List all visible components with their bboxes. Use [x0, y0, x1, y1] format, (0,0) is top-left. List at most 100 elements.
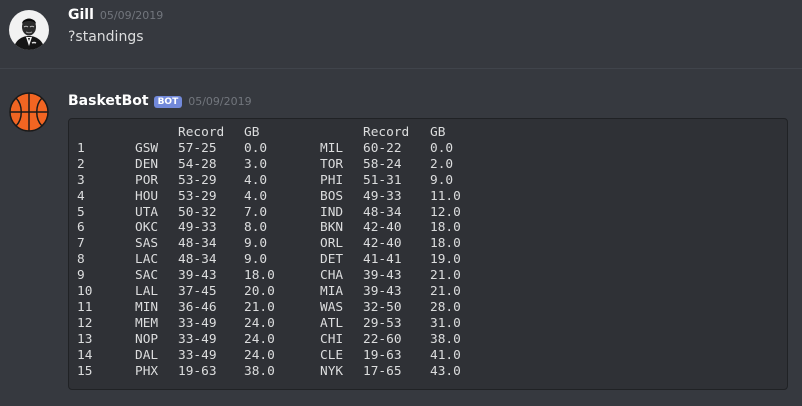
- record-cell: 53-29: [178, 172, 217, 188]
- gb-cell: 12.0: [430, 204, 461, 220]
- team-cell: IND: [320, 204, 344, 220]
- standings-row: 9 SAC 39-43 18.0 CHA 39-43 21.0: [77, 268, 480, 284]
- rank-cell: 2: [77, 156, 85, 172]
- message-basketbot: BasketBot BOT 05/09/2019 Record GB Recor…: [0, 82, 802, 406]
- team-cell: LAC: [135, 252, 159, 268]
- team-cell: LAL: [135, 284, 159, 300]
- gb-cell: 4.0: [244, 172, 268, 188]
- record-cell: 36-46: [178, 299, 217, 315]
- gb-cell: 21.0: [244, 299, 275, 315]
- record-cell: 39-43: [363, 284, 402, 300]
- rank-cell: 8: [77, 252, 85, 268]
- record-cell: 33-49: [178, 331, 217, 347]
- gb-cell: 18.0: [430, 220, 461, 236]
- team-header: [135, 125, 178, 141]
- gb-cell: 38.0: [430, 331, 461, 347]
- standings-row: 3 POR 53-29 4.0 PHI 51-31 9.0: [77, 173, 480, 189]
- record-cell: 48-34: [363, 204, 402, 220]
- record-cell: 33-49: [178, 347, 217, 363]
- gb-cell: 21.0: [430, 268, 461, 284]
- standings-code-block: Record GB Record GB 1 GSW 57-25 0.0 MIL 60-22…: [68, 118, 788, 390]
- record-header: Record: [178, 125, 225, 140]
- team-cell: DET: [320, 252, 344, 268]
- message-text: ?standings: [68, 29, 144, 45]
- bot-tag: BOT: [153, 96, 183, 108]
- standings-row: 14 DAL 33-49 24.0 CLE 19-63 41.0: [77, 348, 480, 364]
- team-cell: DAL: [135, 347, 159, 363]
- gb-cell: 28.0: [430, 299, 461, 315]
- record-cell: 41-41: [363, 252, 402, 268]
- team-cell: MIA: [320, 284, 344, 300]
- standings-row: 2 DEN 54-28 3.0 TOR 58-24 2.0: [77, 157, 480, 173]
- message-gill: Gill 05/09/2019 ?standings: [0, 0, 802, 66]
- team-cell: POR: [135, 172, 159, 188]
- team-cell: SAS: [135, 236, 159, 252]
- record-cell: 33-49: [178, 315, 217, 331]
- team-cell: BKN: [320, 220, 344, 236]
- rank-cell: 9: [77, 268, 85, 284]
- team-cell: OKC: [135, 220, 159, 236]
- record-cell: 51-31: [363, 172, 402, 188]
- message-header: BasketBot BOT 05/09/2019: [68, 93, 252, 111]
- team-cell: UTA: [135, 204, 159, 220]
- standings-header-row: Record GB Record GB: [77, 125, 480, 141]
- team-cell: PHX: [135, 363, 159, 379]
- team-cell: MEM: [135, 315, 159, 331]
- gb-cell: 9.0: [244, 236, 268, 252]
- team-cell: NOP: [135, 331, 159, 347]
- gb-cell: 20.0: [244, 284, 275, 300]
- team-cell: MIL: [320, 140, 344, 156]
- team-cell: HOU: [135, 188, 159, 204]
- gb-cell: 38.0: [244, 363, 275, 379]
- gb-cell: 18.0: [430, 236, 461, 252]
- team-cell: CHA: [320, 268, 344, 284]
- standings-row: 15 PHX 19-63 38.0 NYK 17-65 43.0: [77, 364, 480, 380]
- record-cell: 49-33: [363, 188, 402, 204]
- record-header: Record: [363, 125, 410, 140]
- gb-cell: 3.0: [244, 156, 268, 172]
- record-cell: 58-24: [363, 156, 402, 172]
- team-cell: CLE: [320, 347, 344, 363]
- username[interactable]: Gill: [68, 7, 94, 23]
- timestamp: 05/09/2019: [99, 9, 164, 22]
- gb-header: GB: [244, 125, 260, 140]
- gb-cell: 9.0: [244, 252, 268, 268]
- team-cell: BOS: [320, 188, 344, 204]
- godfather-avatar-icon[interactable]: [9, 10, 49, 50]
- record-cell: 57-25: [178, 140, 217, 156]
- standings-row: 13 NOP 33-49 24.0 CHI 22-60 38.0: [77, 332, 480, 348]
- rank-header: [77, 125, 135, 141]
- timestamp: 05/09/2019: [188, 95, 252, 108]
- standings-row: 4 HOU 53-29 4.0 BOS 49-33 11.0: [77, 189, 480, 205]
- gb-cell: 8.0: [244, 220, 268, 236]
- gb-cell: 43.0: [430, 363, 461, 379]
- record-cell: 54-28: [178, 156, 217, 172]
- record-cell: 32-50: [363, 299, 402, 315]
- gb-cell: 18.0: [244, 268, 275, 284]
- message-divider: [0, 68, 802, 69]
- team-header: [320, 125, 363, 141]
- record-cell: 17-65: [363, 363, 402, 379]
- gb-header: GB: [430, 125, 446, 140]
- record-cell: 42-40: [363, 220, 402, 236]
- gb-cell: 2.0: [430, 156, 454, 172]
- team-cell: CHI: [320, 331, 344, 347]
- record-cell: 39-43: [363, 268, 402, 284]
- rank-cell: 12: [77, 315, 93, 331]
- rank-cell: 13: [77, 331, 93, 347]
- rank-cell: 14: [77, 347, 93, 363]
- team-cell: PHI: [320, 172, 344, 188]
- basketball-icon[interactable]: [9, 92, 49, 132]
- record-cell: 19-63: [178, 363, 217, 379]
- record-cell: 37-45: [178, 284, 217, 300]
- gb-cell: 24.0: [244, 347, 275, 363]
- gb-cell: 24.0: [244, 315, 275, 331]
- username[interactable]: BasketBot: [68, 93, 149, 109]
- message-header: Gill 05/09/2019: [68, 7, 163, 25]
- standings-row: 11 MIN 36-46 21.0 WAS 32-50 28.0: [77, 300, 480, 316]
- record-cell: 48-34: [178, 252, 217, 268]
- record-cell: 19-63: [363, 347, 402, 363]
- standings-row: 12 MEM 33-49 24.0 ATL 29-53 31.0: [77, 316, 480, 332]
- gb-cell: 11.0: [430, 188, 461, 204]
- record-cell: 50-32: [178, 204, 217, 220]
